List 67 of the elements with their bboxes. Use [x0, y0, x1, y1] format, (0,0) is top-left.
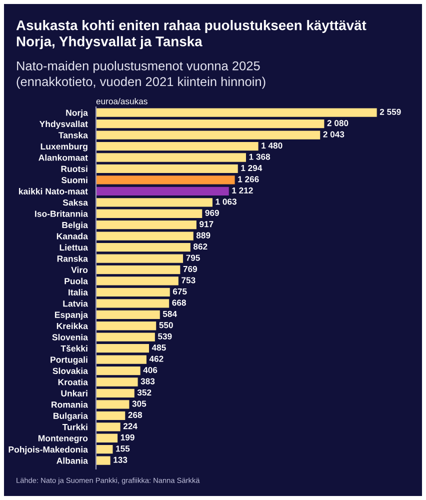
y-tick-label: Tanska [58, 132, 88, 138]
y-tick-label: Norja [66, 109, 88, 118]
data-label: 862 [193, 244, 208, 250]
data-label: 769 [183, 266, 198, 272]
data-label: 795 [186, 254, 200, 261]
y-tick-label: Kroatia [58, 378, 88, 386]
y-tick-label: Viro [71, 266, 88, 274]
y-tick-label: Saksa [62, 199, 88, 206]
y-tick-label: Puola [64, 278, 88, 284]
y-tick-label: Belgia [62, 222, 88, 230]
data-label: 305 [132, 400, 146, 407]
data-label: 1 266 [238, 176, 259, 182]
data-label: 917 [200, 221, 214, 228]
data-label: 969 [205, 210, 219, 216]
y-tick-label: Unkari [61, 390, 88, 396]
data-label: 268 [128, 412, 142, 418]
y-tick-label: Espanja [54, 311, 88, 320]
y-tick-label: Slovakia [52, 368, 88, 374]
data-label: 1 212 [232, 187, 253, 194]
data-label: 550 [159, 322, 173, 328]
chart-subtitle: Nato-maiden puolustusmenot vuonna 2025 (ennakkotieto, vuoden 2021 kiintein hinnoin) [16, 61, 266, 89]
y-tick-label: Slovenia [52, 334, 88, 340]
y-tick-label: Romania [52, 401, 88, 408]
x-axis-title: euroa/asukas [96, 98, 148, 104]
data-label: 668 [172, 300, 186, 306]
y-tick-label: Portugali [50, 356, 88, 365]
data-label: 1 480 [262, 142, 282, 149]
y-tick-label: Alankomaat [38, 154, 88, 161]
y-tick-label: Bulgaria [54, 412, 88, 421]
y-tick-label: Suomi [61, 176, 88, 184]
y-tick-label: Kanada [56, 232, 88, 240]
data-label: 584 [162, 310, 177, 317]
y-tick-label: Liettua [60, 244, 88, 251]
data-label: 462 [149, 356, 164, 362]
data-label: 199 [120, 434, 134, 440]
data-label: 406 [143, 366, 158, 374]
data-label: 383 [140, 378, 155, 384]
data-label: 352 [137, 389, 152, 396]
data-label: 2 043 [323, 131, 344, 138]
y-tick-label: Luxemburg [40, 143, 88, 152]
data-label: 2 080 [327, 120, 348, 126]
data-label: 1 063 [216, 198, 237, 205]
y-tick-label: Montenegro [38, 435, 88, 444]
y-tick-label: Pohjois-Makedonia [8, 446, 88, 454]
data-label: 1 294 [241, 164, 262, 172]
data-label: 485 [152, 344, 166, 351]
data-label: 155 [116, 446, 130, 452]
y-tick-label: Iso-Britannia [35, 210, 88, 217]
y-tick-label: Albania [56, 457, 88, 464]
data-label: 889 [196, 232, 210, 238]
y-tick-label: Yhdysvallat [39, 120, 88, 129]
y-tick-label: Turkki [62, 424, 88, 430]
y-tick-label: Tšekki [60, 344, 88, 352]
y-tick-label: Italia [68, 289, 88, 296]
data-label: 1 368 [249, 154, 270, 160]
y-tick-label: Ranska [57, 255, 88, 262]
data-label: 675 [172, 288, 187, 295]
y-tick-label: Latvia [63, 300, 88, 307]
y-tick-label: Ruotsi [61, 166, 88, 172]
y-tick-label: Kreikka [56, 322, 88, 330]
y-tick-label: kaikki Nato-maat [19, 188, 88, 194]
chart-title: Asukasta kohti eniten rahaa puolustukseen käyttävät Norja, Yhdysvallat ja Tanska [16, 20, 366, 50]
data-label: 133 [114, 456, 128, 463]
data-label: 224 [123, 423, 138, 430]
data-label: 2 559 [380, 108, 401, 115]
data-label: 539 [158, 333, 172, 340]
data-label: 753 [182, 277, 196, 284]
